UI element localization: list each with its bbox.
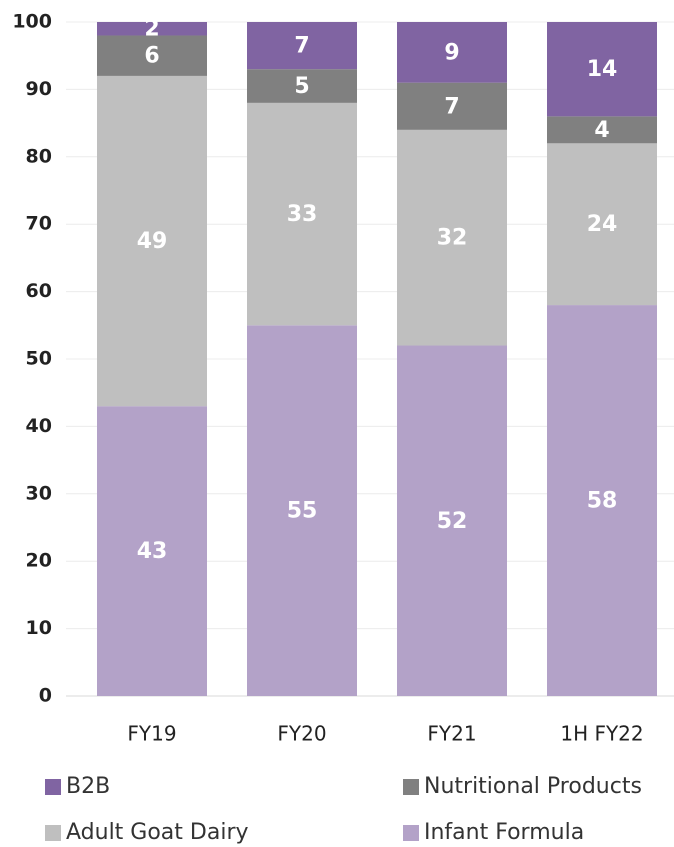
data-label: 24 <box>587 212 618 237</box>
y-tick-label: 70 <box>26 213 52 235</box>
bar-segment <box>97 22 207 36</box>
y-tick-label: 90 <box>26 78 52 100</box>
legend-label: B2B <box>66 774 110 799</box>
y-tick-label: 80 <box>26 145 52 167</box>
bar-segment <box>397 345 507 696</box>
bar-segment <box>547 143 657 306</box>
bar-segment <box>397 82 507 130</box>
y-tick-label: 30 <box>26 482 52 504</box>
legend-label: Infant Formula <box>424 820 584 845</box>
x-tick-label: FY21 <box>427 722 476 746</box>
legend-label: Adult Goat Dairy <box>66 820 249 845</box>
x-tick-label: FY19 <box>127 722 176 746</box>
data-label: 7 <box>294 34 309 59</box>
data-label: 9 <box>444 40 459 65</box>
bar-segment <box>97 35 207 76</box>
y-tick-label: 100 <box>12 11 52 33</box>
bar-segment <box>397 129 507 346</box>
bar-segment <box>247 325 357 696</box>
bar-segment <box>97 406 207 696</box>
data-label: 55 <box>287 499 318 524</box>
data-label: 32 <box>437 226 468 251</box>
data-label: 2 <box>144 17 159 42</box>
legend-swatch <box>403 825 419 841</box>
y-tick-label: 50 <box>26 348 52 370</box>
legend-label: Nutritional Products <box>424 774 642 799</box>
bar-segment <box>547 116 657 144</box>
y-tick-label: 60 <box>26 280 52 302</box>
y-tick-label: 10 <box>26 617 52 639</box>
bar-segment <box>247 69 357 103</box>
data-label: 52 <box>437 509 468 534</box>
y-tick-label: 40 <box>26 415 52 437</box>
legend-swatch <box>45 779 61 795</box>
data-label: 6 <box>144 44 159 69</box>
y-tick-label: 20 <box>26 550 52 572</box>
data-label: 4 <box>594 118 609 143</box>
y-tick-label: 0 <box>39 685 52 707</box>
data-label: 58 <box>587 489 618 514</box>
bar-segment <box>397 22 507 83</box>
data-label: 43 <box>137 539 168 564</box>
bar-segment <box>547 22 657 117</box>
bar-segment <box>547 305 657 696</box>
data-label: 49 <box>137 229 168 254</box>
x-tick-label: FY20 <box>277 722 326 746</box>
legend-swatch <box>403 779 419 795</box>
data-label: 33 <box>287 202 318 227</box>
bar-segment <box>247 102 357 326</box>
data-label: 14 <box>587 57 618 82</box>
x-tick-label: 1H FY22 <box>560 722 643 746</box>
legend-swatch <box>45 825 61 841</box>
bar-segment <box>247 22 357 70</box>
data-label: 7 <box>444 94 459 119</box>
data-label: 5 <box>294 74 309 99</box>
bar-segment <box>97 75 207 407</box>
